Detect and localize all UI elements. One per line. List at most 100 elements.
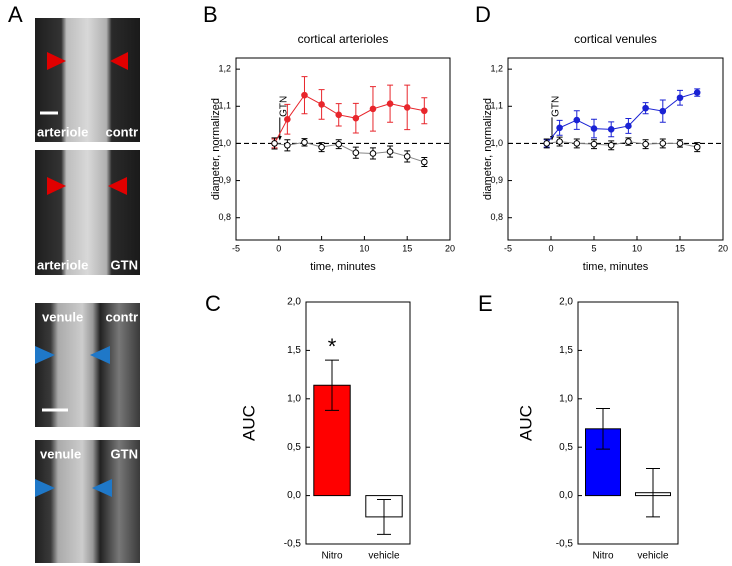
y-tick-label: 1,5 [287,345,301,356]
panel-label: D [475,2,491,27]
y-tick-label: 1,1 [490,101,503,111]
error-bar [596,407,610,450]
data-point [573,116,581,124]
y-tick-label: 1,0 [559,393,573,404]
y-tick-label: 0,5 [287,442,301,453]
data-point [318,101,325,108]
y-tick-label: 1,0 [287,393,301,404]
data-point [284,141,291,149]
error-bar [377,498,391,535]
y-tick-label: 0,0 [559,490,573,501]
data-point [386,100,394,107]
data-point [386,148,394,155]
image-label: arteriole [37,124,88,139]
data-point [625,122,632,130]
x-axis-label: time, minutes [310,261,376,273]
x-tick-label: 15 [402,243,412,253]
data-point [659,107,667,115]
data-point [301,91,308,99]
x-tick-label: 20 [445,243,455,253]
data-point [335,111,343,119]
annotation: GTN [551,96,562,117]
y-tick-label: 0,9 [218,175,231,185]
y-axis-label: diameter, normalized [482,98,494,200]
panel-label: E [478,291,493,316]
data-point [642,140,649,148]
y-tick-label: 1,2 [218,64,231,74]
data-point [352,149,360,157]
panel-label: C [205,291,221,316]
annotation-arrowhead [277,136,282,141]
data-point [693,143,701,151]
data-point [543,140,551,147]
panel-label: A [8,2,23,27]
x-tick-label: -5 [504,243,512,253]
data-point [284,115,291,123]
significance-marker: * [328,334,337,359]
data-point [271,140,278,147]
data-point [403,104,411,111]
y-tick-label: 1,0 [218,138,231,148]
x-tick-label: vehicle [637,551,669,562]
y-axis-label: diameter, normalized [210,98,222,200]
x-tick-label: vehicle [368,551,400,562]
data-point [556,138,563,145]
y-tick-label: 2,0 [287,297,301,308]
data-point [676,94,684,102]
series-line [274,94,425,144]
image-label: GTN [111,446,138,461]
data-point [421,107,428,115]
image-label: venule [40,446,81,461]
image-label: venule [42,309,83,324]
annotation: GTN [278,96,289,117]
y-tick-label: 2,0 [559,297,573,308]
y-axis-label: AUC [516,405,535,441]
image-label: GTN [111,257,138,272]
panel-label: B [203,2,218,27]
x-tick-label: -5 [232,243,240,253]
data-point [590,125,598,132]
image-label: arteriole [37,257,88,272]
y-tick-label: 0,9 [490,175,503,185]
series-line [274,141,425,163]
x-tick-label: Nitro [321,551,343,562]
x-tick-label: 0 [548,243,553,253]
y-tick-label: 0,5 [559,442,573,453]
data-point [693,89,701,96]
series-line [546,92,698,144]
chart-title: cortical arterioles [298,32,389,46]
x-tick-label: 10 [359,243,369,253]
x-tick-label: 0 [276,243,281,253]
data-point [421,158,428,166]
x-tick-label: 15 [675,243,685,253]
y-tick-label: 0,8 [218,212,231,222]
data-point [642,104,649,112]
micrograph: arteriole GTN [35,150,140,275]
y-tick-label: -0,5 [556,539,574,550]
x-tick-label: 20 [718,243,728,253]
image-label: contr [106,124,139,139]
y-tick-label: 0,0 [287,490,301,501]
image-label: contr [106,309,139,324]
data-point [318,143,325,151]
micrograph: arteriole contr [35,18,140,142]
chart-title: cortical venules [574,32,657,46]
series-line [546,141,698,148]
data-point [659,140,667,147]
y-axis-label: AUC [239,405,258,441]
data-point [369,150,377,157]
error-bar [646,467,660,518]
x-tick-label: 5 [319,243,324,253]
data-point [607,141,615,149]
plot-frame [305,301,411,545]
data-point [301,139,308,146]
annotation-arrowhead [550,136,554,141]
x-tick-label: 5 [591,243,596,253]
data-point [625,138,632,145]
x-tick-label: Nitro [592,551,614,562]
error-bar [325,359,339,411]
y-tick-label: 1,0 [490,138,503,148]
data-point [607,126,615,133]
y-tick-label: 1,5 [559,345,573,356]
